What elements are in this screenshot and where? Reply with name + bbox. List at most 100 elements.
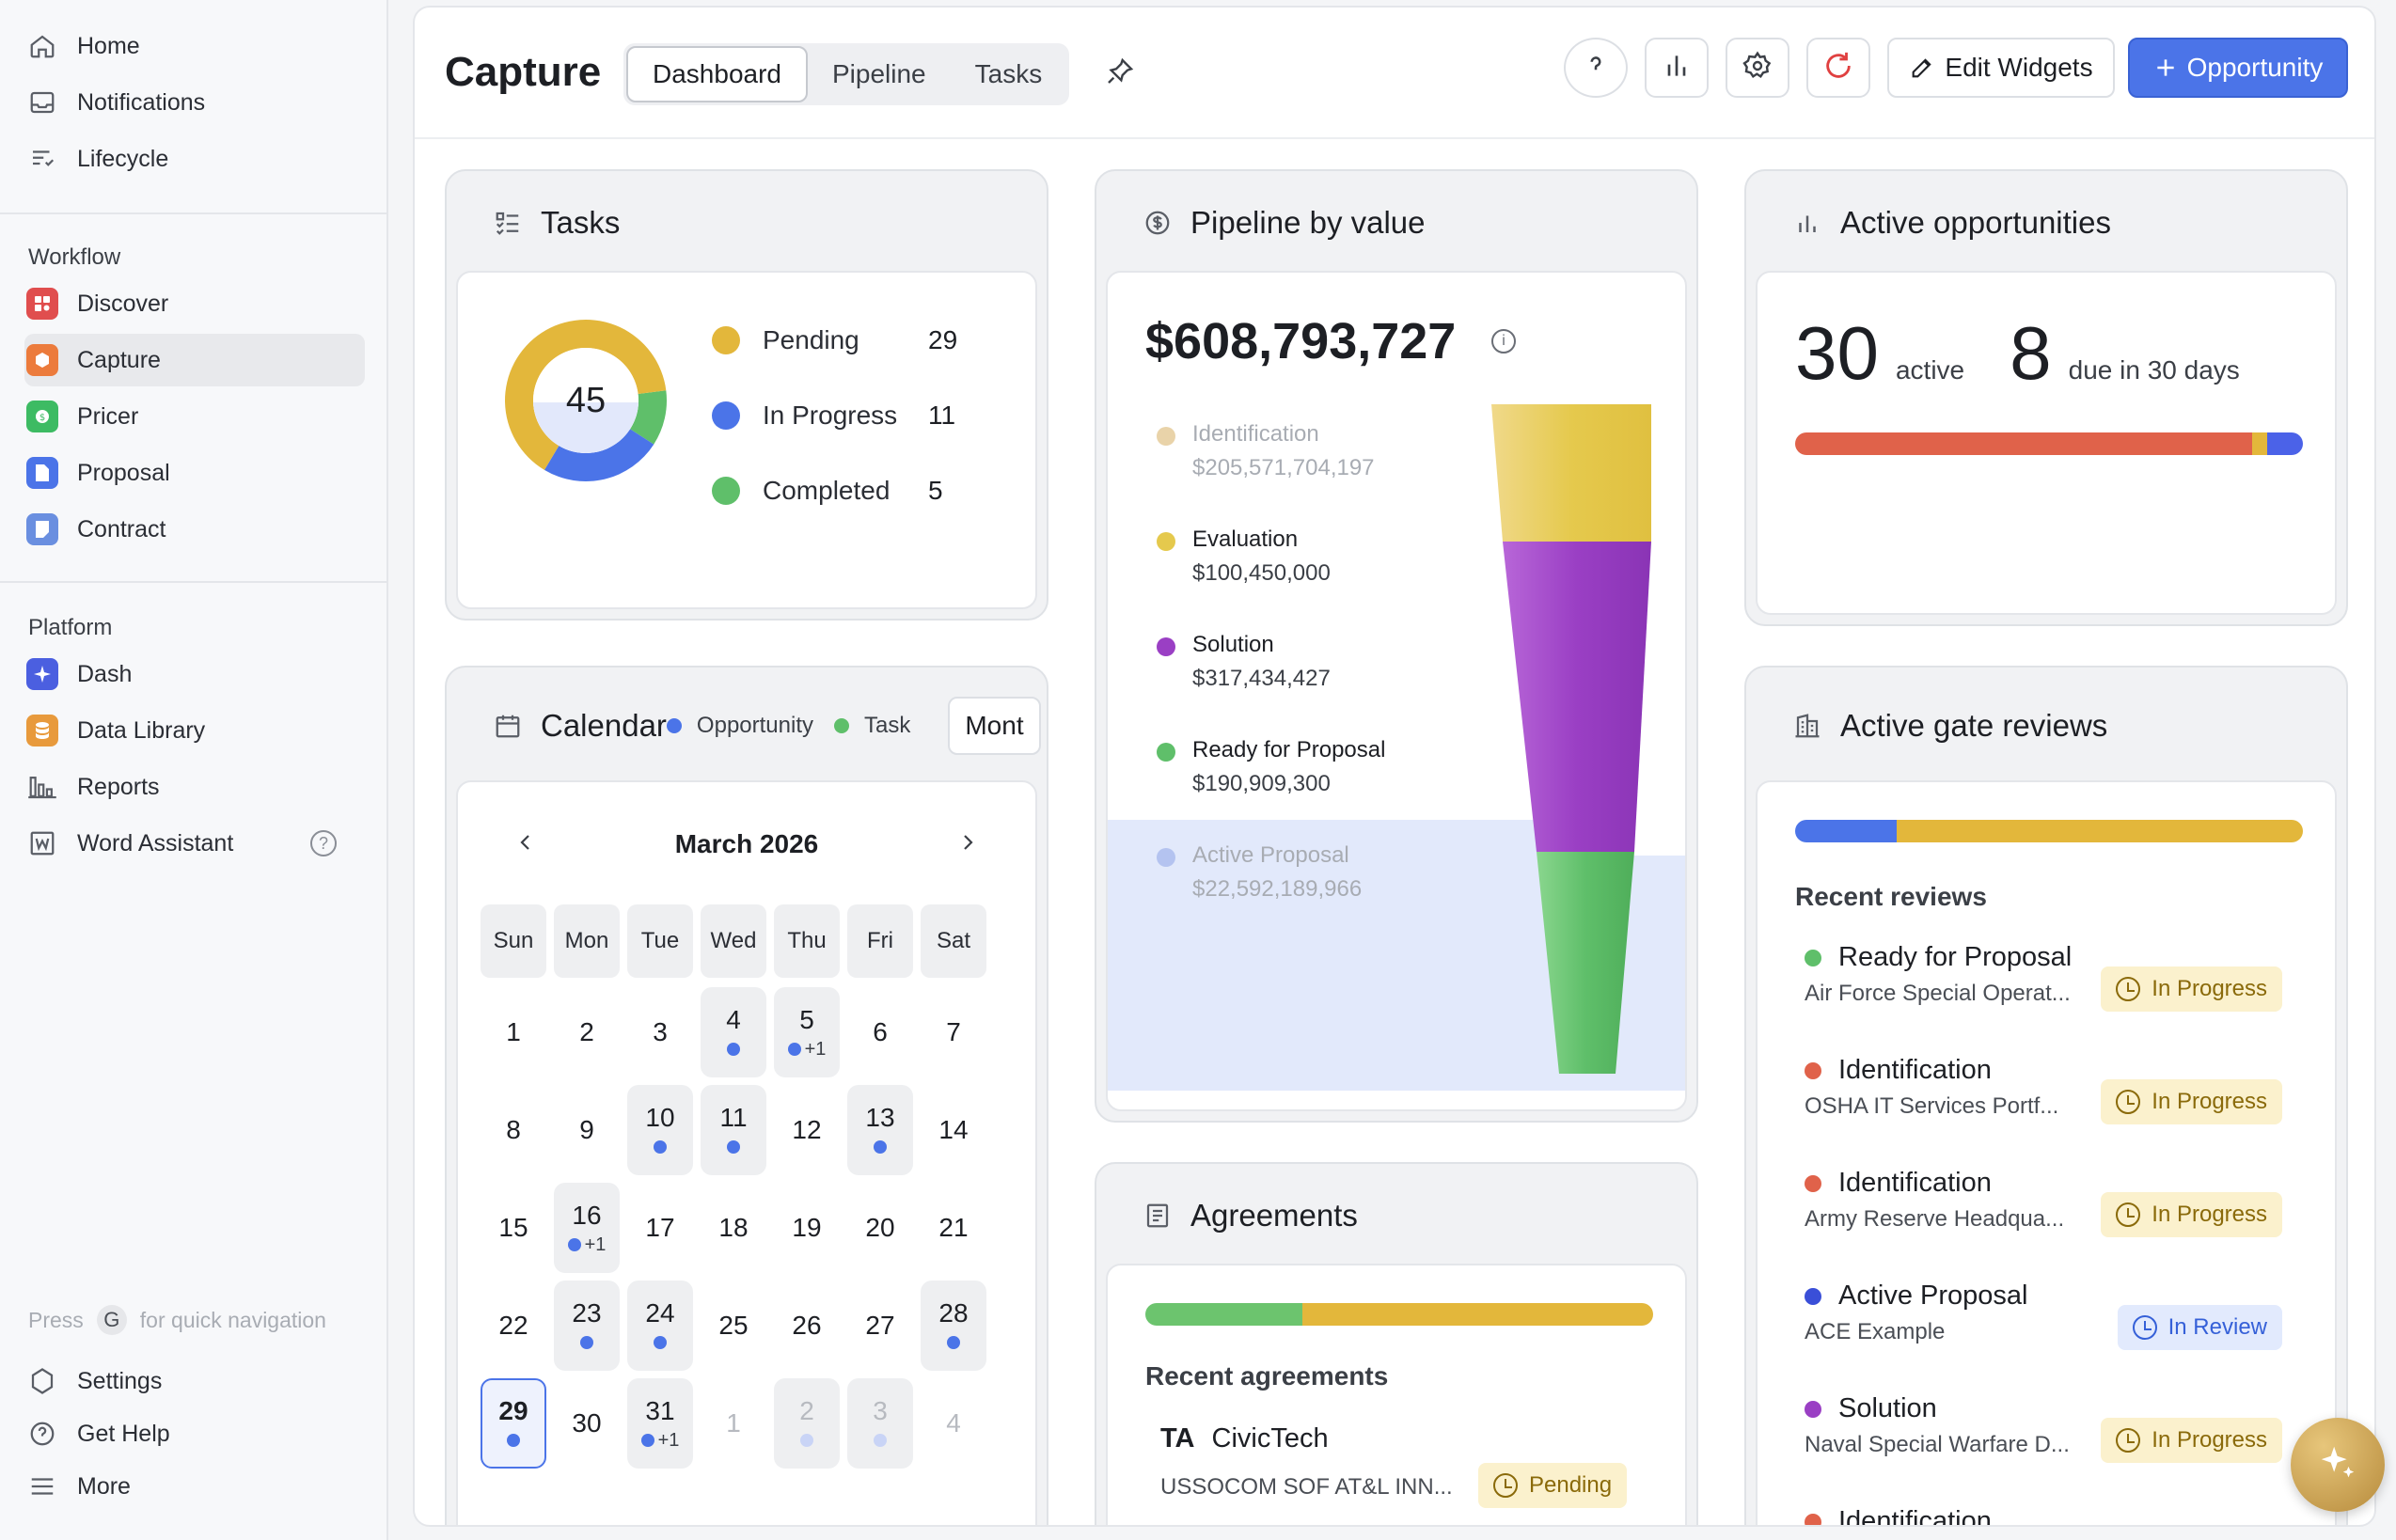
nav-reports[interactable]: Reports [24,761,365,813]
nav-proposal[interactable]: Proposal [24,447,365,499]
review-item[interactable]: Identification [1805,1506,2294,1527]
donut-segment-pending[interactable] [505,320,667,470]
calendar-day[interactable]: 3 [847,1378,913,1469]
calendar-day[interactable]: 2 [579,1017,594,1046]
calendar-dow: Thu [774,904,840,978]
help-button[interactable] [1564,38,1628,98]
donut-segment-in-progress[interactable] [544,429,654,481]
prev-month-icon[interactable] [514,831,537,858]
calendar-day[interactable]: 7 [946,1017,961,1046]
calendar-day[interactable]: 9 [579,1115,594,1144]
tasks-legend-completed[interactable]: Completed 5 [712,476,943,506]
tasks-legend-in-progress[interactable]: In Progress 11 [712,401,955,431]
calendar-day[interactable]: 8 [506,1115,521,1144]
review-item[interactable]: Identification OSHA IT Services Portf... [1805,1055,2294,1120]
calendar-day[interactable]: 21 [938,1213,969,1242]
nav-capture[interactable]: Capture [24,334,365,386]
review-item[interactable]: Ready for Proposal Air Force Special Oper… [1805,942,2294,1007]
nav-discover[interactable]: Discover [24,277,365,330]
review-subtitle: ACE Example [1805,1319,1946,1344]
calendar-day[interactable]: 29 [481,1378,546,1469]
nav-dash[interactable]: Dash [24,648,365,700]
calendar-day[interactable]: 18 [718,1213,749,1242]
nav-settings[interactable]: Settings [24,1355,365,1407]
tasks-donut: 45 [505,320,667,481]
nav-get-help[interactable]: Get Help [24,1407,365,1460]
calendar-day[interactable]: 16 +1 [554,1183,620,1273]
calendar-day[interactable]: 22 [498,1311,528,1340]
calendar-day[interactable]: 2 [774,1378,840,1469]
tasks-legend-pending[interactable]: Pending 29 [712,325,957,355]
calendar-day[interactable]: 6 [873,1017,888,1046]
calendar-day[interactable]: 30 [572,1408,602,1438]
nav-notifications[interactable]: Notifications [24,76,365,129]
tab-dashboard[interactable]: Dashboard [626,46,808,102]
nav-word-assistant[interactable]: Word Assistant ? [24,817,365,870]
gate-reviews-bar[interactable] [1795,820,2303,842]
calendar-day[interactable]: 31 +1 [627,1378,693,1469]
funnel-label-ready-for-proposal[interactable]: Ready for Proposal $190,909,300 [1157,733,1385,801]
add-opportunity-button[interactable]: Opportunity [2128,38,2348,98]
agreements-bar[interactable] [1145,1303,1653,1326]
calendar-day[interactable]: 27 [865,1311,895,1340]
funnel-label-active-proposal[interactable]: Active Proposal $22,592,189,966 [1157,839,1362,906]
nav-home[interactable]: Home [24,20,365,72]
edit-widgets-button[interactable]: Edit Widgets [1887,38,2115,98]
pin-icon[interactable] [1105,56,1135,91]
calendar-day[interactable]: 4 [946,1408,961,1438]
ai-assistant-button[interactable] [2291,1418,2385,1512]
donut-segment-completed[interactable] [630,390,667,445]
calendar-day[interactable]: 12 [792,1115,822,1144]
tasks-total: 45 [566,381,606,420]
review-stage: Identification [1838,1506,1992,1527]
calendar-day[interactable]: 3 [653,1017,668,1046]
tab-pipeline[interactable]: Pipeline [831,59,926,88]
review-subtitle: OSHA IT Services Portf... [1805,1093,2059,1119]
event-dot [800,1434,813,1447]
funnel-evaluation[interactable] [1491,404,1651,542]
refresh-button[interactable] [1806,38,1870,98]
calendar-day[interactable]: 1 [726,1408,741,1438]
active-opps-title: Active opportunities [1840,205,2111,240]
nav-contract[interactable]: Contract [24,503,365,556]
calendar-day[interactable]: 20 [865,1213,895,1242]
funnel-label-evaluation[interactable]: Evaluation $100,450,000 [1157,523,1331,590]
calendar-day[interactable]: 10 [627,1085,693,1175]
analytics-button[interactable] [1645,38,1709,98]
calendar-day[interactable]: 26 [792,1311,822,1340]
help-icon[interactable]: ? [310,830,337,856]
funnel-label-identification[interactable]: Identification $205,571,704,197 [1157,417,1375,485]
nav-more[interactable]: More [24,1460,365,1513]
calendar-day[interactable]: 24 [627,1281,693,1371]
calendar-day[interactable]: 13 [847,1085,913,1175]
nav-data-library[interactable]: Data Library [24,704,365,757]
nav-lifecycle[interactable]: Lifecycle [24,133,365,185]
settings-button[interactable] [1726,38,1789,98]
calendar-day[interactable]: 17 [645,1213,675,1242]
nav-pricer[interactable]: $ Pricer [24,390,365,443]
review-item[interactable]: Active Proposal ACE Example [1805,1281,2294,1345]
funnel-ready-for-proposal[interactable] [1537,852,1634,1074]
calendar-day[interactable]: 23 [554,1281,620,1371]
calendar-month: March 2026 [674,829,819,858]
calendar-day[interactable]: 28 [921,1281,986,1371]
active-opps-bar[interactable] [1795,432,2303,455]
review-item[interactable]: Solution Naval Special Warfare D... [1805,1393,2294,1458]
nav-contract-label: Contract [77,515,166,542]
calendar-day[interactable]: 5 +1 [774,987,840,1077]
funnel-label-solution[interactable]: Solution $317,434,427 [1157,628,1331,696]
calendar-day[interactable]: 4 [701,987,766,1077]
next-month-icon[interactable] [956,831,979,858]
agreement-item[interactable]: TA CivicTech [1160,1423,1329,1454]
calendar-day[interactable]: 25 [718,1311,749,1340]
calendar-day[interactable]: 11 [701,1085,766,1175]
calendar-view-select[interactable]: Mont [948,697,1041,755]
funnel-solution[interactable] [1503,542,1651,852]
calendar-day[interactable]: 1 [506,1017,521,1046]
calendar-day[interactable]: 15 [498,1213,528,1242]
tab-tasks[interactable]: Tasks [974,59,1043,88]
info-icon[interactable]: i [1491,329,1516,354]
calendar-day[interactable]: 14 [938,1115,969,1144]
calendar-day[interactable]: 19 [792,1213,822,1242]
review-item[interactable]: Identification Army Reserve Headqua... [1805,1168,2294,1233]
